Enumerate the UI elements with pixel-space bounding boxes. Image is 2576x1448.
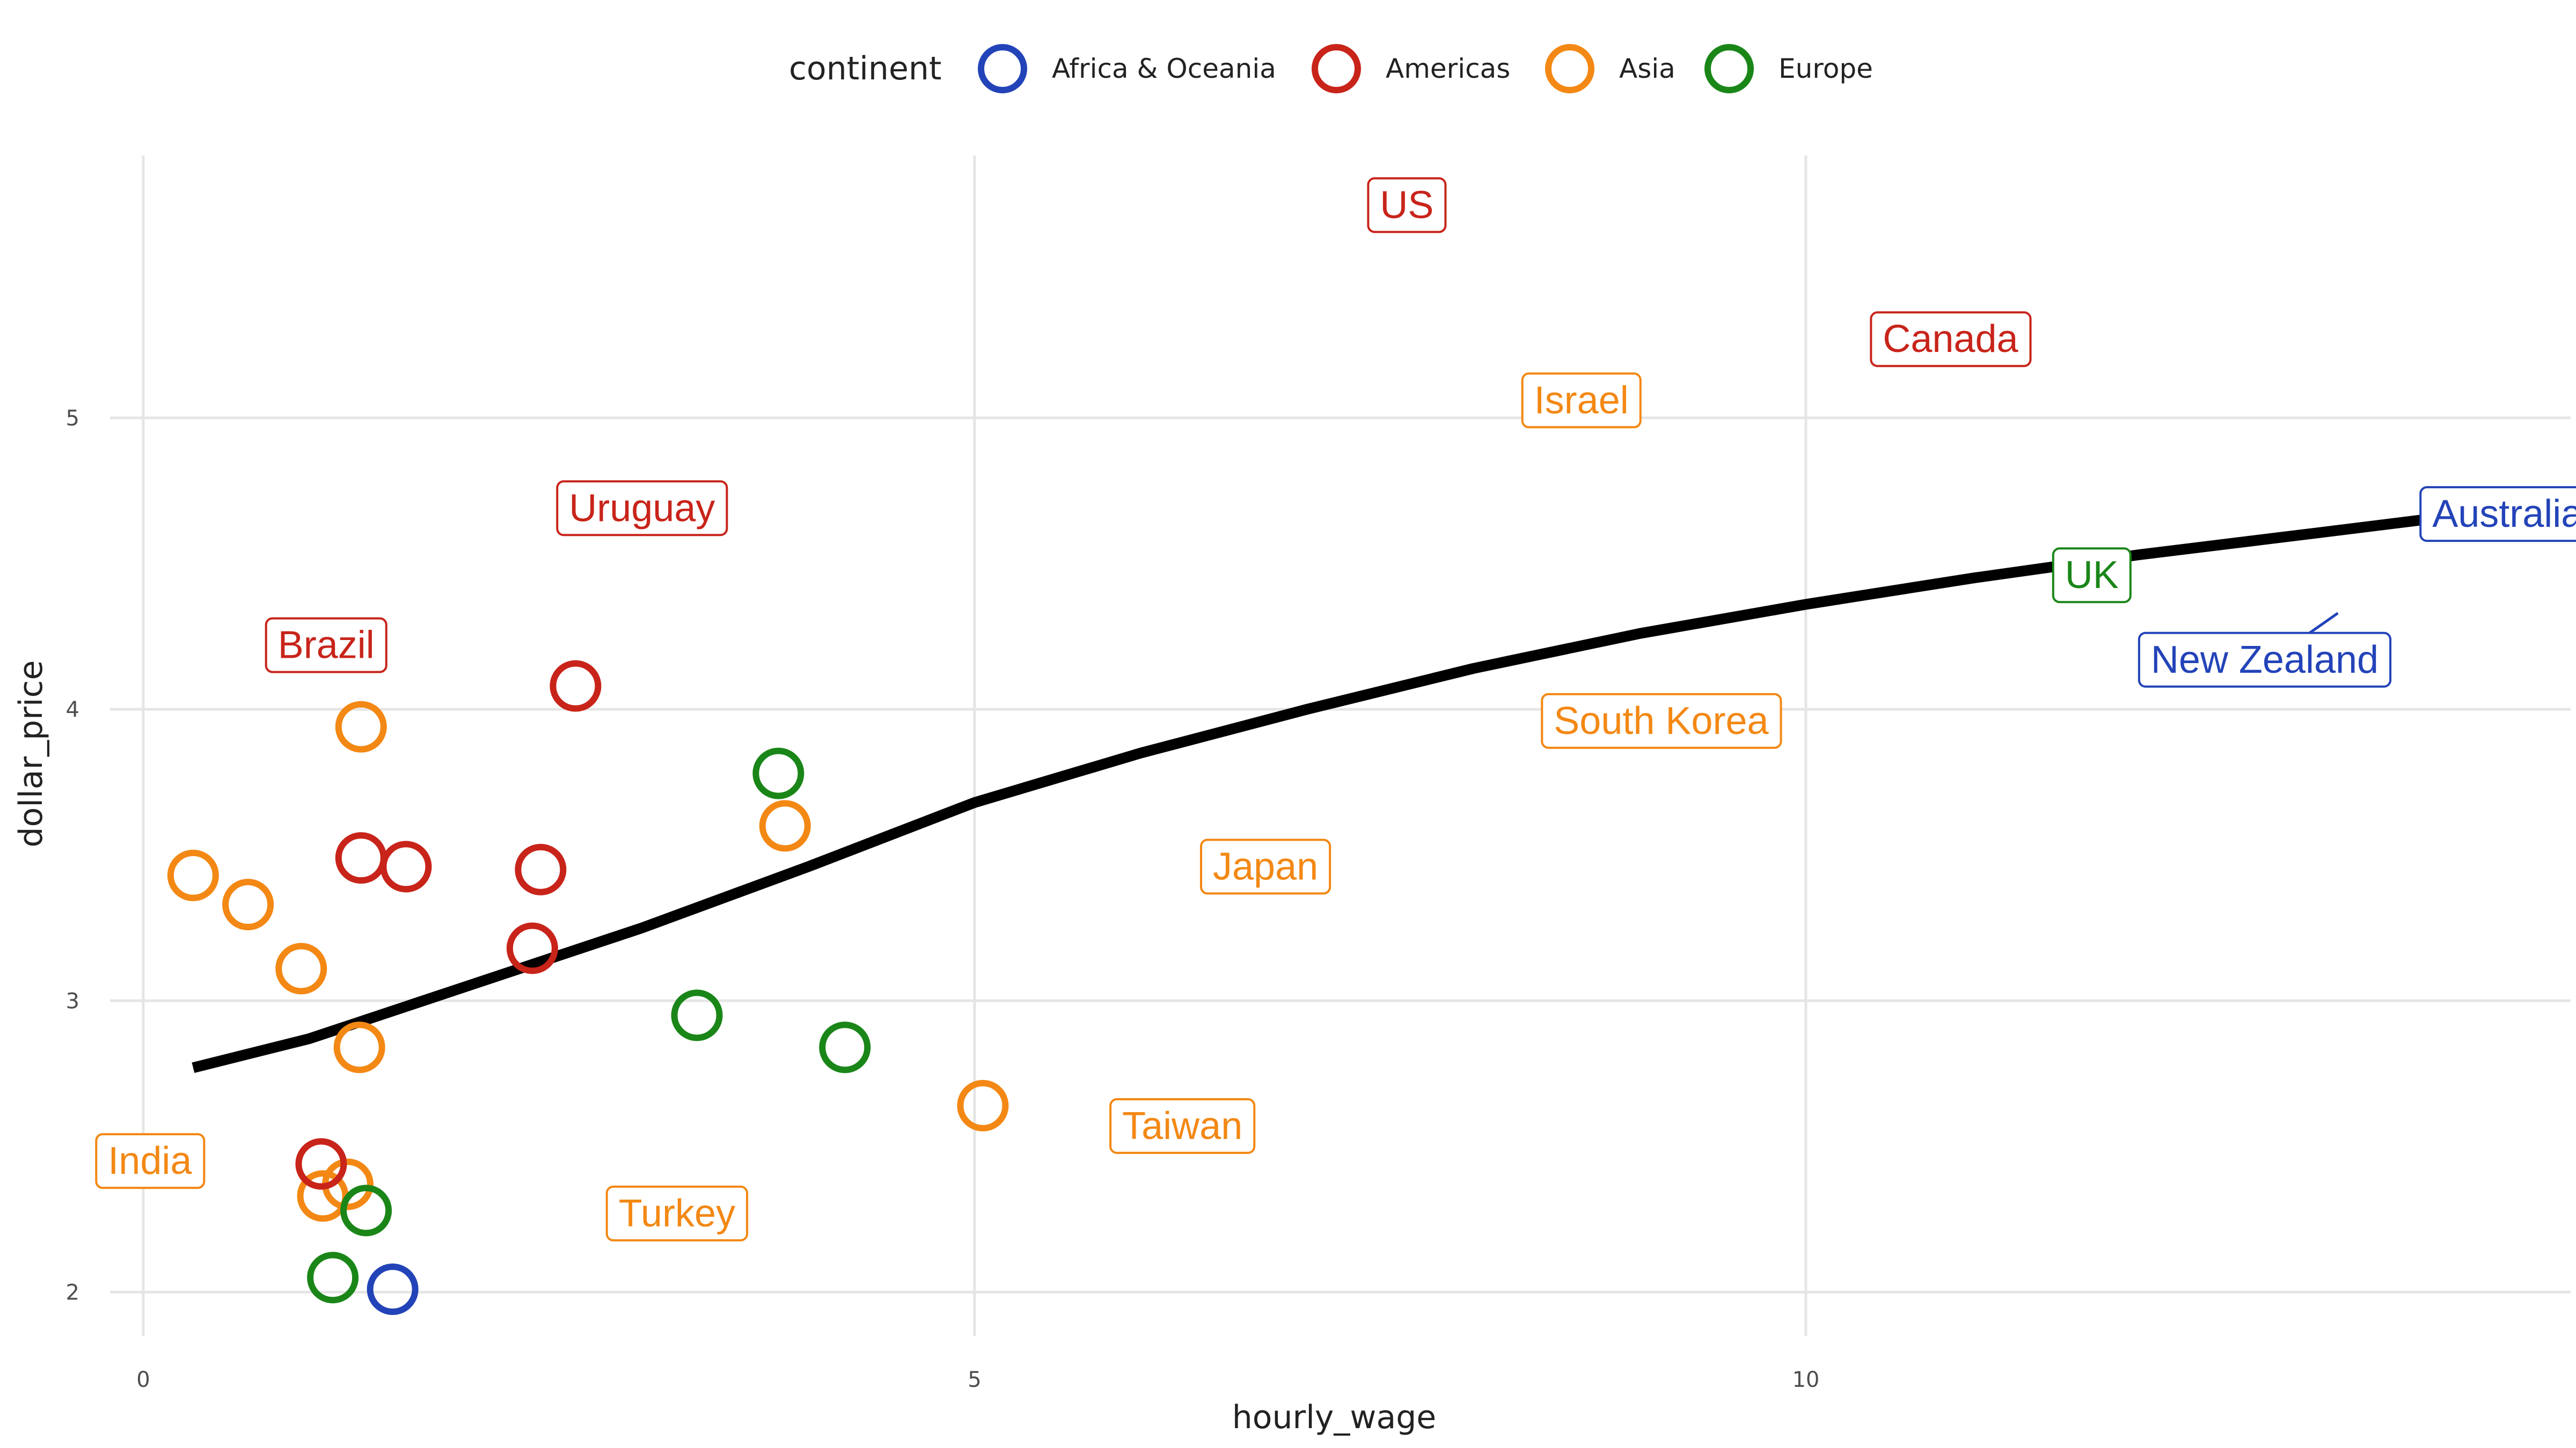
point-label-text: South Korea: [1554, 700, 1769, 743]
point-label-box: [1541, 693, 1782, 749]
data-point: [340, 1185, 392, 1237]
x-tick-label: 0: [136, 1368, 150, 1392]
point-label-text: Canada: [1883, 318, 2018, 361]
data-point: [335, 832, 387, 884]
y-tick-label: 3: [66, 989, 79, 1013]
point-label-box: [605, 1185, 749, 1241]
legend: continent Africa & Oceania Americas Asia Eu…: [789, 44, 1873, 93]
y-tick-label: 2: [66, 1281, 79, 1305]
x-tick-label: 5: [968, 1368, 981, 1392]
axes: hourly_wage dollar_price 0 5 10 2 3 4 5: [12, 406, 1819, 1436]
point-label-box: [1367, 177, 1447, 233]
point-label-box: [1109, 1098, 1256, 1154]
data-point: [671, 989, 723, 1041]
data-point: [275, 943, 327, 995]
legend-title: continent: [789, 50, 941, 87]
point-label: Japan: [1200, 839, 1331, 895]
data-point: [515, 843, 567, 895]
y-tick-label: 5: [66, 406, 79, 431]
point-label: UK: [2052, 547, 2132, 604]
data-point: [335, 701, 387, 753]
y-axis-title: dollar_price: [12, 660, 50, 848]
point-label-text: Japan: [1213, 845, 1318, 888]
legend-label: Europe: [1779, 53, 1873, 84]
point-label-box: [2138, 631, 2392, 688]
point-label: Taiwan: [1109, 1098, 1256, 1154]
point-label: US: [1367, 177, 1447, 233]
point-label-text: Turkey: [619, 1192, 735, 1235]
legend-label: Africa & Oceania: [1052, 53, 1276, 84]
grid: [110, 156, 2571, 1336]
point-label-box: [556, 480, 728, 536]
point-label-box: [2419, 486, 2576, 542]
point-label-text: Uruguay: [569, 487, 715, 530]
point-label: Israel: [1521, 372, 1642, 429]
x-axis-title: hourly_wage: [1232, 1399, 1436, 1436]
point-label-text: Taiwan: [1122, 1105, 1242, 1148]
x-tick-label: 10: [1792, 1368, 1819, 1392]
point-label-box: [2052, 547, 2132, 604]
legend-swatch: [1312, 44, 1361, 93]
y-tick-label: 4: [66, 697, 79, 722]
point-label: Australia: [2419, 486, 2576, 542]
point-label-text: India: [108, 1140, 192, 1182]
point-label-text: Brazil: [278, 624, 375, 667]
legend-swatch: [1545, 44, 1594, 93]
point-label: Canada: [1870, 311, 2032, 367]
point-label-box: [1200, 839, 1331, 895]
point-label-box: [1870, 311, 2032, 367]
points-layer: [167, 660, 1009, 1315]
legend-swatch: [978, 44, 1027, 93]
data-point: [957, 1079, 1009, 1131]
point-label: Turkey: [605, 1185, 749, 1241]
data-point: [167, 849, 219, 901]
data-point: [759, 800, 811, 852]
point-label-text: New Zealand: [2151, 638, 2379, 681]
point-label: Uruguay: [556, 480, 728, 536]
point-label: India: [95, 1133, 206, 1189]
legend-label: Asia: [1619, 53, 1675, 84]
data-point: [506, 922, 558, 974]
data-point: [222, 879, 274, 931]
data-point: [380, 841, 432, 893]
point-label-box: [95, 1133, 206, 1189]
data-point: [819, 1021, 871, 1074]
point-label: Brazil: [265, 617, 387, 673]
point-label-text: UK: [2065, 554, 2119, 597]
data-point: [333, 1021, 385, 1074]
point-label: South Korea: [1541, 693, 1782, 749]
legend-label: Americas: [1386, 53, 1510, 84]
point-label-text: US: [1380, 183, 1433, 226]
data-point: [295, 1138, 347, 1190]
point-label-box: [1521, 372, 1642, 429]
data-point: [367, 1263, 419, 1315]
point-label: New Zealand: [2138, 631, 2392, 688]
point-label-box: [265, 617, 387, 673]
data-point: [752, 747, 804, 799]
data-point: [307, 1252, 359, 1304]
data-point: [550, 660, 602, 712]
legend-swatch: [1704, 44, 1754, 93]
labels-layer: US Canada Israel Uruguay Brazil Australia UK Ne…: [95, 177, 2576, 1241]
point-label-text: Israel: [1534, 379, 1629, 422]
point-label-text: Australia: [2432, 493, 2576, 535]
